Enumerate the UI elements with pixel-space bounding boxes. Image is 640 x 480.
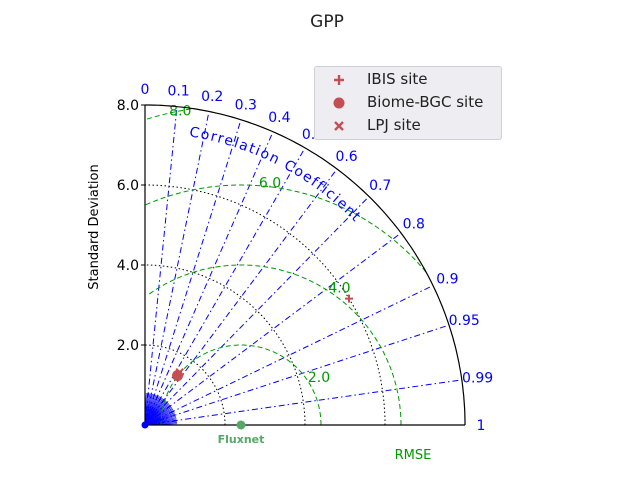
correlation-tick-label: 0.2 <box>201 89 223 105</box>
correlation-tick-label: 0.9 <box>436 272 458 288</box>
correlation-tick-label: 0.99 <box>462 371 493 387</box>
correlation-line <box>144 196 370 426</box>
chart-title: GPP <box>310 12 344 32</box>
x-marker-icon <box>334 121 344 131</box>
correlation-line <box>144 285 434 426</box>
correlation-tick-label: 0.4 <box>268 110 290 126</box>
correlation-line <box>144 324 450 426</box>
rmse-arc <box>145 184 427 273</box>
rmse-arc <box>160 344 322 425</box>
rmse-arc <box>146 264 402 425</box>
point-lpj-site <box>175 368 184 377</box>
reference-label: Fluxnet <box>218 433 265 446</box>
legend-item-ibis: IBIS site <box>315 69 503 91</box>
correlation-line <box>144 147 306 426</box>
std-tick-label: 4.0 <box>117 258 139 274</box>
correlation-tick-label: 1 <box>477 418 486 434</box>
legend: IBIS site Biome-BGC site LPJ site <box>314 66 502 140</box>
std-dev-arc <box>145 184 386 425</box>
point-ibis-site <box>345 294 353 303</box>
legend-label: IBIS site <box>367 70 428 88</box>
correlation-line <box>144 119 242 426</box>
correlation-tick-label: 0 <box>141 82 150 98</box>
legend-item-biome-bgc: Biome-BGC site <box>315 92 503 114</box>
correlation-tick-label: 0.6 <box>335 149 357 165</box>
legend-label: LPJ site <box>367 116 421 134</box>
std-tick-label: 6.0 <box>117 178 139 194</box>
correlation-tick-label: 0.1 <box>167 84 189 100</box>
correlation-line <box>144 232 402 426</box>
rmse-tick-label: 6.0 <box>259 176 281 192</box>
correlation-line <box>144 131 274 426</box>
outer-arc <box>145 104 466 425</box>
correlation-line <box>144 379 462 426</box>
reference-point <box>236 420 246 430</box>
correlation-tick-label: 0.8 <box>403 216 425 232</box>
correlation-tick-label: 0.7 <box>369 178 391 194</box>
rmse-axis-label: RMSE <box>395 448 432 463</box>
correlation-line <box>144 111 210 426</box>
legend-label: Biome-BGC site <box>367 93 484 111</box>
legend-item-lpj: LPJ site <box>315 115 503 137</box>
origin-point <box>141 421 149 429</box>
rmse-tick-label: 4.0 <box>328 280 350 296</box>
correlation-tick-label: 0.95 <box>449 313 480 329</box>
y-axis-label: Standard Deviation <box>87 164 102 289</box>
std-dev-arc <box>145 264 306 425</box>
std-tick-label: 8.0 <box>117 98 139 114</box>
plus-marker-icon <box>334 75 344 85</box>
std-dev-arc <box>145 344 226 425</box>
correlation-line <box>144 168 338 426</box>
correlation-line <box>144 106 178 426</box>
rmse-tick-label: 2.0 <box>308 370 330 386</box>
correlation-tick-label: 0.3 <box>235 97 257 113</box>
std-tick-label: 2.0 <box>117 338 139 354</box>
circle-marker-icon <box>333 97 345 109</box>
